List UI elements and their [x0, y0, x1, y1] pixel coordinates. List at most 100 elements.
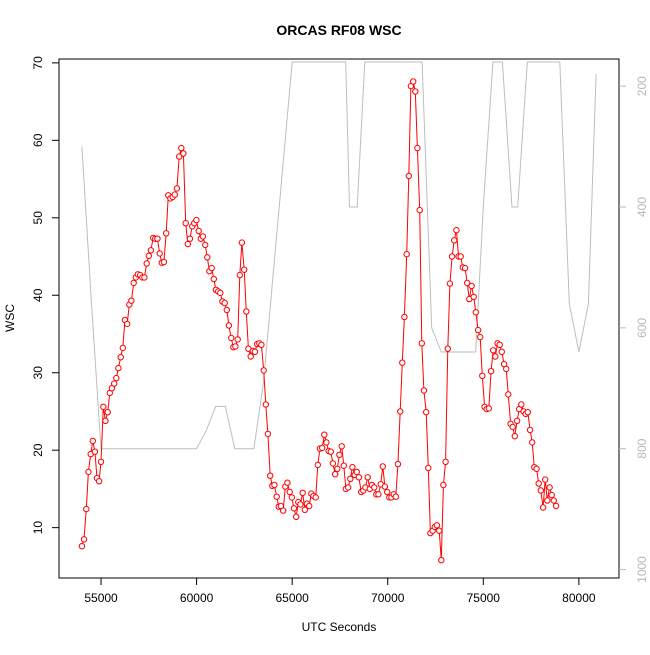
wsc-data-point: [280, 507, 287, 514]
wsc-data-point: [392, 493, 399, 500]
wsc-data-point: [89, 437, 97, 445]
wsc-data-point: [379, 463, 386, 470]
wsc-data-point: [487, 368, 495, 375]
wsc-data-point: [251, 348, 259, 355]
wsc-data-point: [438, 557, 445, 564]
wsc-data-point: [552, 502, 560, 510]
wsc-data-point: [440, 481, 447, 489]
wsc-data-point: [323, 439, 330, 446]
right-tick-label: 400: [635, 197, 649, 217]
wsc-data-point: [102, 417, 109, 424]
wsc-data-point: [410, 78, 417, 85]
wsc-data-point: [119, 344, 127, 352]
wsc-data-point: [199, 233, 207, 240]
wsc-data-point: [160, 258, 168, 266]
wsc-data-point: [490, 347, 497, 354]
wsc-data-point: [355, 474, 363, 481]
x-tick-label: 80000: [562, 591, 596, 605]
x-tick-label: 65000: [275, 591, 309, 605]
wsc-data-point: [260, 367, 267, 374]
wsc-data-point: [433, 522, 441, 529]
pressure-series-line: [81, 61, 597, 450]
wsc-data-point: [204, 254, 211, 261]
wsc-data-point: [371, 484, 378, 491]
wsc-data-point: [496, 341, 503, 348]
y-tick-label: 50: [31, 211, 45, 225]
wsc-data-point: [412, 88, 419, 95]
wsc-data-point: [468, 282, 475, 290]
wsc-data-point: [186, 235, 194, 242]
wsc-data-point: [329, 460, 337, 467]
wsc-data-point: [163, 230, 170, 237]
wsc-data-point: [505, 391, 512, 398]
wsc-data-point: [262, 401, 269, 408]
x-tick-label: 70000: [371, 591, 405, 605]
wsc-data-point: [446, 280, 454, 287]
y-tick-label: 70: [31, 56, 45, 70]
wsc-data-point: [477, 333, 484, 341]
wsc-data-point: [225, 322, 233, 329]
x-tick-label: 60000: [180, 591, 214, 605]
wsc-data-point: [401, 313, 408, 321]
wsc-data-point: [526, 426, 534, 434]
wsc-data-point: [511, 433, 518, 440]
wsc-data-point: [539, 504, 547, 511]
wsc-data-point: [319, 444, 326, 452]
wsc-data-point: [156, 250, 163, 257]
wsc-data-point: [453, 227, 460, 234]
y-tick-label: 10: [31, 521, 45, 535]
wsc-data-point: [232, 343, 239, 350]
wsc-data-point: [448, 253, 456, 260]
wsc-data-point: [202, 241, 209, 249]
wsc-data-point: [418, 340, 425, 347]
wsc-data-point: [83, 505, 90, 513]
y-tick-label: 20: [31, 443, 45, 457]
wsc-data-point: [384, 488, 391, 496]
wsc-data-point: [184, 240, 192, 248]
x-axis-label: UTC Seconds: [302, 620, 377, 634]
wsc-data-point: [485, 405, 492, 412]
right-tick-label: 800: [635, 438, 649, 458]
wsc-data-point: [78, 543, 86, 550]
wsc-data-point: [128, 297, 135, 304]
wsc-data-point: [414, 144, 421, 152]
wsc-data-point: [111, 380, 118, 387]
wsc-data-point: [509, 423, 516, 431]
wsc-data-point: [293, 513, 300, 520]
wsc-data-point: [548, 491, 555, 499]
wsc-data-point: [479, 372, 486, 379]
right-tick-label: 1000: [635, 556, 649, 583]
wsc-data-point: [145, 252, 153, 260]
wsc-data-point: [173, 185, 181, 192]
wsc-data-point: [299, 489, 306, 496]
wsc-data-point: [513, 417, 521, 424]
wsc-data-point: [364, 474, 371, 481]
wsc-data-point: [97, 458, 105, 465]
wsc-data-point: [297, 501, 304, 508]
wsc-data-point: [130, 279, 137, 287]
wsc-data-point: [327, 448, 334, 455]
x-tick-label: 75000: [467, 591, 501, 605]
chart-title: ORCAS RF08 WSC: [276, 22, 401, 38]
wsc-data-point: [542, 476, 549, 483]
plot-area: 55000 60000 65000 70000 75000 80000 10 20 30 40 50…: [31, 56, 649, 605]
wsc-data-point: [394, 460, 402, 468]
wsc-data-point: [288, 494, 295, 501]
wsc-data-point: [457, 253, 464, 260]
right-tick-label: 600: [635, 318, 649, 338]
wsc-data-point: [550, 497, 557, 504]
wsc-data-point: [518, 401, 525, 408]
y-tick-label: 40: [31, 288, 45, 302]
wsc-data-point: [420, 387, 428, 394]
wsc-data-point: [171, 191, 179, 198]
wsc-data-point: [117, 354, 124, 361]
wsc-series-line: [81, 79, 557, 561]
wsc-data-point: [273, 493, 280, 500]
wsc-data-point: [247, 353, 254, 360]
y-tick-label: 60: [31, 133, 45, 147]
wsc-data-point: [340, 462, 347, 469]
wsc-data-point: [436, 527, 443, 534]
wsc-data-point: [217, 289, 224, 297]
wsc-data-point: [464, 279, 471, 287]
wsc-data-point: [314, 461, 321, 469]
